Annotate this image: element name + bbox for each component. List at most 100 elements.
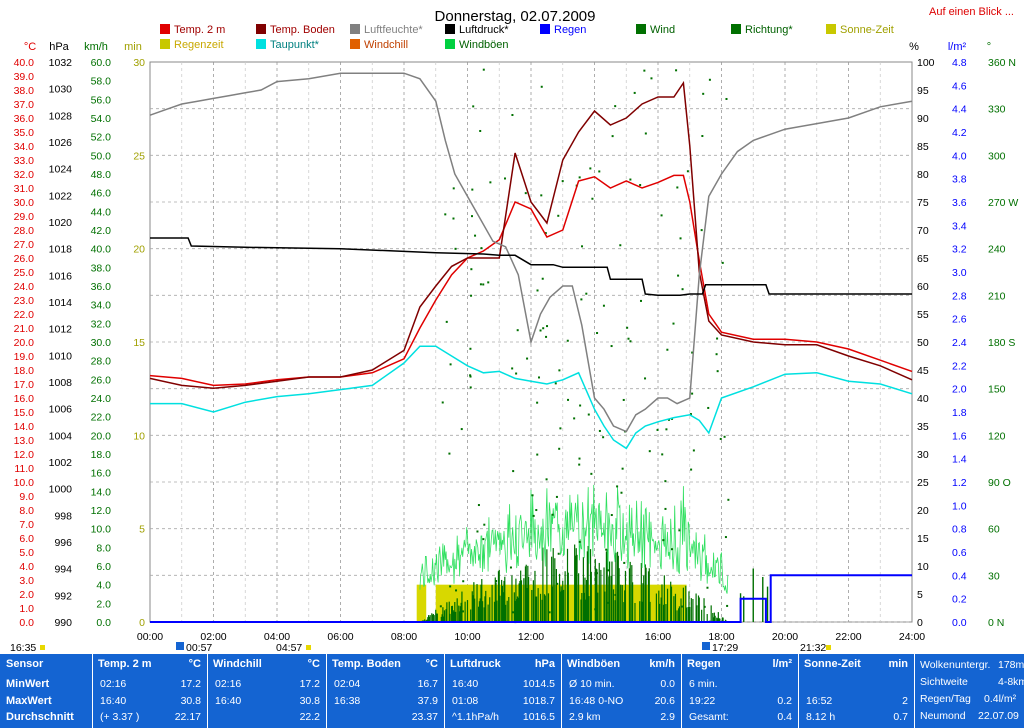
temp-tick-label: 13.0	[14, 435, 35, 447]
legend-label: Luftfeuchte*	[364, 24, 423, 36]
panel-cell-time: 02:16	[215, 678, 242, 690]
humidity-tick-label: 65	[917, 253, 929, 265]
direction-dot	[581, 245, 584, 248]
overview-link[interactable]: Auf einen Blick ...	[929, 6, 1014, 18]
direction-dot	[539, 329, 542, 332]
direction-dot	[536, 289, 539, 292]
direction-dot	[679, 237, 682, 240]
rain-tick-label: 2.0	[952, 384, 967, 396]
direction-tick-label: 90 O	[988, 477, 1011, 489]
legend-swatch	[826, 24, 836, 34]
temp-tick-label: 39.0	[14, 71, 35, 83]
direction-dot	[589, 167, 592, 170]
legend-label: Regen	[554, 24, 586, 36]
panel-cell-value: 22.2	[299, 711, 320, 723]
wind-tick-label: 26.0	[91, 374, 112, 386]
series-taupunkt	[150, 345, 913, 450]
direction-dot	[545, 335, 548, 338]
direction-dot	[661, 453, 664, 456]
marker-time: 21:32	[800, 642, 826, 654]
direction-dot	[511, 367, 514, 370]
temp-tick-label: 3.0	[19, 575, 34, 587]
extra-label: Regen/Tag	[920, 693, 971, 705]
panel-cell-value: 17.2	[299, 678, 320, 690]
humidity-tick-label: 80	[917, 169, 929, 181]
wind-tick-label: 4.0	[96, 580, 111, 592]
direction-dot	[596, 332, 599, 335]
direction-dot	[545, 478, 548, 481]
humidity-tick-label: 60	[917, 281, 929, 293]
direction-dot	[541, 277, 544, 280]
legend-swatch	[160, 39, 170, 49]
direction-dot	[558, 447, 561, 450]
pressure-tick-label: 1012	[49, 324, 73, 336]
direction-dot	[524, 192, 527, 195]
legend-swatch	[731, 24, 741, 34]
panel-separator	[326, 654, 327, 728]
panel-block-unit: °C	[188, 658, 201, 670]
direction-dot	[461, 610, 464, 613]
pressure-tick-label: 1022	[49, 190, 73, 202]
gust-series	[419, 484, 729, 594]
direction-tick-label: 270 W	[988, 197, 1018, 209]
temp-tick-label: 6.0	[19, 533, 34, 545]
wind-tick-label: 42.0	[91, 225, 112, 237]
humidity-tick-label: 0	[917, 617, 923, 629]
wind-tick-label: 16.0	[91, 468, 112, 480]
panel-cell-time: Ø 10 min.	[569, 678, 615, 690]
direction-dot	[681, 288, 684, 291]
temp-tick-label: 34.0	[14, 141, 35, 153]
panel-min-label: MinWert	[6, 678, 50, 690]
temp-tick-label: 7.0	[19, 519, 34, 531]
direction-dot	[454, 247, 457, 250]
temp-tick-label: 24.0	[14, 281, 35, 293]
panel-block-unit: l/m²	[772, 658, 792, 670]
panel-block-head: Temp. 2 m	[98, 658, 152, 670]
panel-extra: Wolkenuntergr. 178m Sichtweite 4-8km Reg…	[914, 654, 1024, 728]
extra-label: Sichtweite	[920, 676, 968, 688]
direction-dot	[611, 135, 614, 138]
marker-time: 00:57	[186, 642, 212, 654]
pressure-tick-label: 1004	[49, 430, 73, 442]
direction-dot	[536, 401, 539, 404]
direction-dot	[594, 608, 597, 611]
extra-value: 4-8km	[998, 676, 1024, 688]
direction-dot	[580, 298, 583, 301]
direction-dot	[591, 197, 594, 200]
wind-tick-label: 12.0	[91, 505, 112, 517]
direction-dot	[474, 234, 477, 237]
direction-dot	[538, 376, 541, 379]
wind-tick-label: 38.0	[91, 262, 112, 274]
legend-swatch	[445, 24, 455, 34]
extra-label: Neumond	[920, 710, 966, 722]
direction-dot	[575, 575, 578, 578]
direction-dot	[546, 325, 549, 328]
temp-tick-label: 31.0	[14, 183, 35, 195]
temp-tick-label: 10.0	[14, 477, 35, 489]
panel-title: Sensor	[6, 658, 44, 670]
panel-cell-time: 16:40	[215, 695, 242, 707]
pressure-tick-label: 1016	[49, 270, 73, 282]
panel-cell-time: 19:22	[689, 695, 716, 707]
rain-tick-label: 0.8	[952, 524, 967, 536]
direction-dot	[716, 370, 719, 373]
wind-tick-label: 20.0	[91, 430, 112, 442]
panel-block-head: Luftdruck	[450, 658, 501, 670]
rain-tick-label: 1.6	[952, 430, 967, 442]
legend-label: Taupunkt*	[270, 39, 320, 51]
direction-dot	[643, 69, 646, 72]
time-tick-label: 18:00	[708, 631, 734, 643]
pressure-tick-label: 990	[54, 617, 72, 629]
temp-tick-label: 18.0	[14, 365, 35, 377]
panel-cell-value: 37.9	[417, 695, 438, 707]
humidity-tick-label: 100	[917, 57, 935, 69]
pressure-tick-label: 1008	[49, 377, 73, 389]
legend-label: Richtung*	[745, 24, 793, 36]
wind-tick-label: 48.0	[91, 169, 112, 181]
panel-cell-value: 1018.7	[522, 695, 555, 707]
pressure-tick-label: 1014	[49, 297, 73, 309]
legend-swatch	[445, 39, 455, 49]
direction-dot	[648, 450, 651, 453]
direction-dot	[598, 170, 601, 173]
direction-dot	[452, 217, 455, 220]
